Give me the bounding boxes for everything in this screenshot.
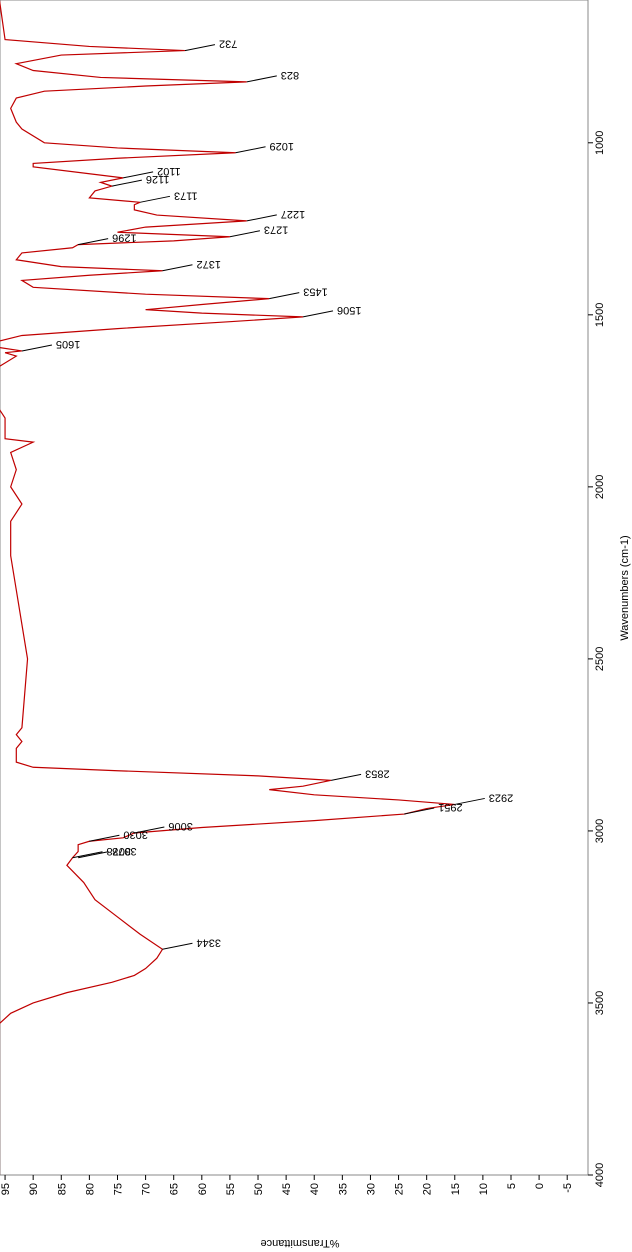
x-tick-label: 3500 <box>594 991 606 1015</box>
peak-label: 1296 <box>112 232 136 244</box>
y-tick-label: 25 <box>394 1183 406 1195</box>
y-tick-label: 85 <box>56 1183 68 1195</box>
y-tick-label: 80 <box>84 1183 96 1195</box>
peak-label: 1506 <box>337 304 361 316</box>
peak-label: 2923 <box>489 791 513 803</box>
peak-leader <box>184 44 216 52</box>
peak-label: 2853 <box>365 767 389 779</box>
x-tick-label: 4000 <box>594 1163 606 1187</box>
x-tick-label: 1000 <box>594 131 606 155</box>
peak-leader <box>235 146 266 154</box>
peak-leader <box>134 826 165 834</box>
peak-label: 1102 <box>157 165 181 177</box>
peak-leader <box>331 773 362 781</box>
peak-label: 732 <box>219 38 237 50</box>
x-tick-label: 1500 <box>594 303 606 327</box>
y-tick-label: 15 <box>450 1183 462 1195</box>
peak-leader <box>89 834 120 842</box>
peak-label: 1372 <box>196 258 220 270</box>
peak-leader <box>123 171 154 179</box>
spectrum-line <box>0 0 455 1175</box>
peak-leader <box>246 75 277 83</box>
x-tick-label: 2000 <box>594 475 606 499</box>
peak-label: 1126 <box>146 173 170 185</box>
peak-label: 3344 <box>196 936 220 948</box>
peak-leader <box>454 797 485 805</box>
peak-leader <box>139 195 171 203</box>
peak-leader <box>78 851 109 859</box>
peak-leader <box>21 344 53 352</box>
peak-label: 3078 <box>107 845 131 857</box>
y-tick-label: 65 <box>169 1183 181 1195</box>
plot-area <box>0 0 455 1175</box>
x-tick-label: 3000 <box>594 819 606 843</box>
y-tick-label: -5 <box>562 1183 574 1193</box>
y-tick-label: 50 <box>253 1183 265 1195</box>
y-tick-label: 75 <box>112 1183 124 1195</box>
y-tick-label: 30 <box>365 1183 377 1195</box>
peak-label: 1227 <box>281 208 305 220</box>
y-tick-label: 60 <box>197 1183 209 1195</box>
plot-frame <box>0 0 589 1176</box>
peak-label: 823 <box>281 69 299 81</box>
peak-leader <box>229 230 261 238</box>
y-tick-label: 10 <box>478 1183 490 1195</box>
peak-label: 1029 <box>270 140 294 152</box>
peak-leader <box>404 807 435 815</box>
peak-leader <box>302 310 334 318</box>
y-axis-title: %Transmittance <box>260 1237 339 1249</box>
peak-leader <box>78 238 109 246</box>
y-tick-label: 0 <box>534 1183 546 1189</box>
peak-label: 1453 <box>303 286 327 298</box>
y-tick-label: 20 <box>422 1183 434 1195</box>
peak-leader <box>246 214 277 222</box>
y-tick-label: 95 <box>0 1183 12 1195</box>
y-tick-label: 55 <box>225 1183 237 1195</box>
peak-label: 3078 <box>112 845 136 857</box>
y-tick-label: 70 <box>141 1183 153 1195</box>
y-tick-label: 35 <box>337 1183 349 1195</box>
peak-leader <box>72 851 103 859</box>
peak-leader <box>162 942 193 950</box>
y-tick-label: 45 <box>281 1183 293 1195</box>
peak-label: 3030 <box>123 828 147 840</box>
y-tick-label: 40 <box>309 1183 321 1195</box>
peak-leader <box>269 292 300 300</box>
y-tick-label: 5 <box>506 1183 518 1189</box>
peak-label: 3006 <box>168 820 192 832</box>
y-tick-label: 90 <box>28 1183 40 1195</box>
peak-leader <box>111 179 142 187</box>
peak-label: 1605 <box>56 338 80 350</box>
x-axis-title: Wavenumbers (cm-1) <box>619 535 631 640</box>
peak-label: 1173 <box>174 189 198 201</box>
x-tick-label: 2500 <box>594 647 606 671</box>
peak-label: 2951 <box>438 801 462 813</box>
peak-label: 1273 <box>264 224 288 236</box>
peak-leader <box>162 264 193 272</box>
